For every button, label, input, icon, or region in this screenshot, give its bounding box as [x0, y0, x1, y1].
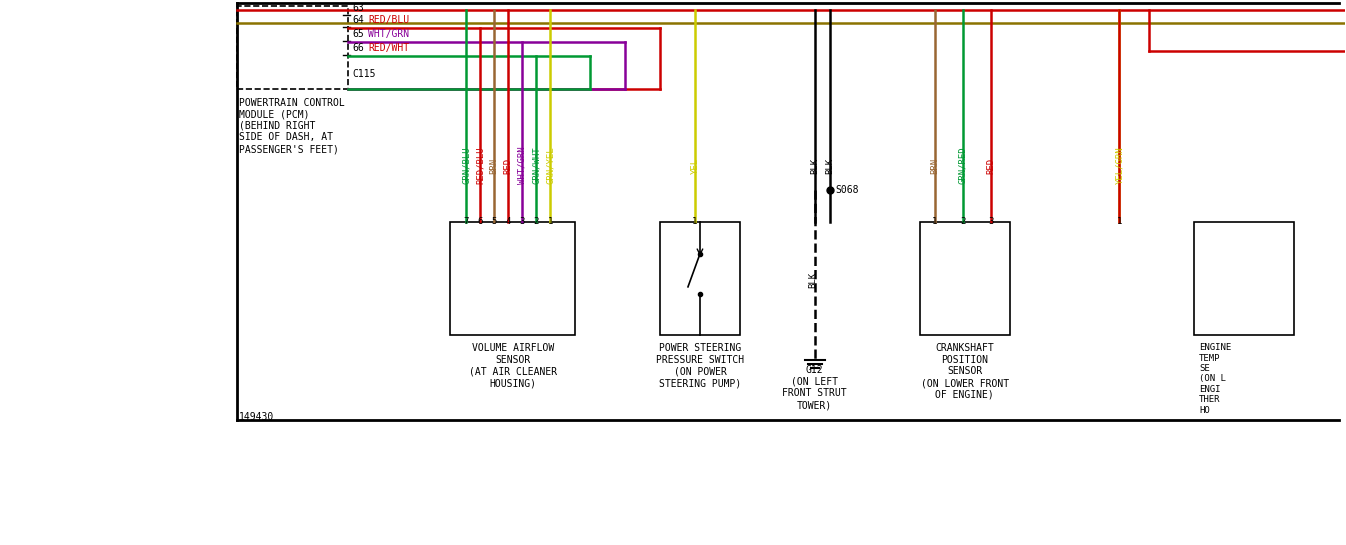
Text: VOLUME AIRFLOW
SENSOR
(AT AIR CLEANER
HOUSING): VOLUME AIRFLOW SENSOR (AT AIR CLEANER HO…	[468, 343, 557, 388]
Text: 2: 2	[960, 217, 965, 227]
Text: CRANKSHAFT
POSITION
SENSOR
(ON LOWER FRONT
OF ENGINE): CRANKSHAFT POSITION SENSOR (ON LOWER FRO…	[921, 343, 1008, 399]
Bar	[237, 6, 349, 89]
Text: 1: 1	[548, 217, 553, 227]
Text: 1: 1	[692, 217, 697, 227]
Text: 4: 4	[506, 217, 511, 227]
Text: G12
(ON LEFT
FRONT STRUT
TOWER): G12 (ON LEFT FRONT STRUT TOWER)	[782, 365, 847, 410]
Text: BLK: BLK	[825, 158, 835, 174]
Text: 7: 7	[463, 217, 468, 227]
Text: 64: 64	[353, 15, 365, 25]
Text: 65: 65	[353, 29, 365, 39]
Text: YEL: YEL	[690, 158, 700, 174]
Bar	[660, 222, 740, 335]
Text: 66: 66	[353, 43, 365, 53]
Text: 149430: 149430	[238, 412, 273, 422]
Text: S068: S068	[836, 185, 859, 196]
Text: 1: 1	[1117, 217, 1123, 227]
Text: C115: C115	[353, 69, 376, 78]
Text: YEL/GRN: YEL/GRN	[1114, 147, 1124, 184]
Text: POWER STEERING
PRESSURE SWITCH
(ON POWER
STEERING PUMP): POWER STEERING PRESSURE SWITCH (ON POWER…	[656, 343, 744, 388]
Text: 1: 1	[931, 217, 937, 227]
Text: RED: RED	[987, 158, 995, 174]
Text: 3: 3	[988, 217, 993, 227]
Text: 3: 3	[520, 217, 525, 227]
Text: GRN/WHT: GRN/WHT	[532, 147, 541, 184]
Text: GRN/BLU: GRN/BLU	[462, 147, 471, 184]
Text: WHT/GRN: WHT/GRN	[369, 29, 409, 39]
Text: RED/BLU: RED/BLU	[369, 15, 409, 25]
Text: RED/WHT: RED/WHT	[369, 43, 409, 53]
Text: ENGINE
TEMP
SE
(ON L
ENGI
THER
HO: ENGINE TEMP SE (ON L ENGI THER HO	[1199, 343, 1232, 415]
Bar	[919, 222, 1010, 335]
Text: BRN: BRN	[930, 158, 940, 174]
Text: BRN: BRN	[490, 158, 499, 174]
Text: 2: 2	[533, 217, 538, 227]
Text: GRN/YEL: GRN/YEL	[545, 147, 555, 184]
Text: RED: RED	[503, 158, 513, 174]
Text: POWERTRAIN CONTROL
MODULE (PCM)
(BEHIND RIGHT
SIDE OF DASH, AT
PASSENGER'S FEET): POWERTRAIN CONTROL MODULE (PCM) (BEHIND …	[238, 98, 345, 154]
Text: RED/BLU: RED/BLU	[475, 147, 485, 184]
Text: 6: 6	[478, 217, 483, 227]
Text: BLK: BLK	[810, 158, 820, 174]
Bar	[1194, 222, 1294, 335]
Text: GRN/RED: GRN/RED	[958, 147, 966, 184]
Text: WHT/GRN: WHT/GRN	[518, 147, 526, 184]
Text: 63: 63	[353, 3, 365, 13]
Bar	[451, 222, 575, 335]
Text: 5: 5	[491, 217, 497, 227]
Text: BLK: BLK	[809, 272, 817, 288]
